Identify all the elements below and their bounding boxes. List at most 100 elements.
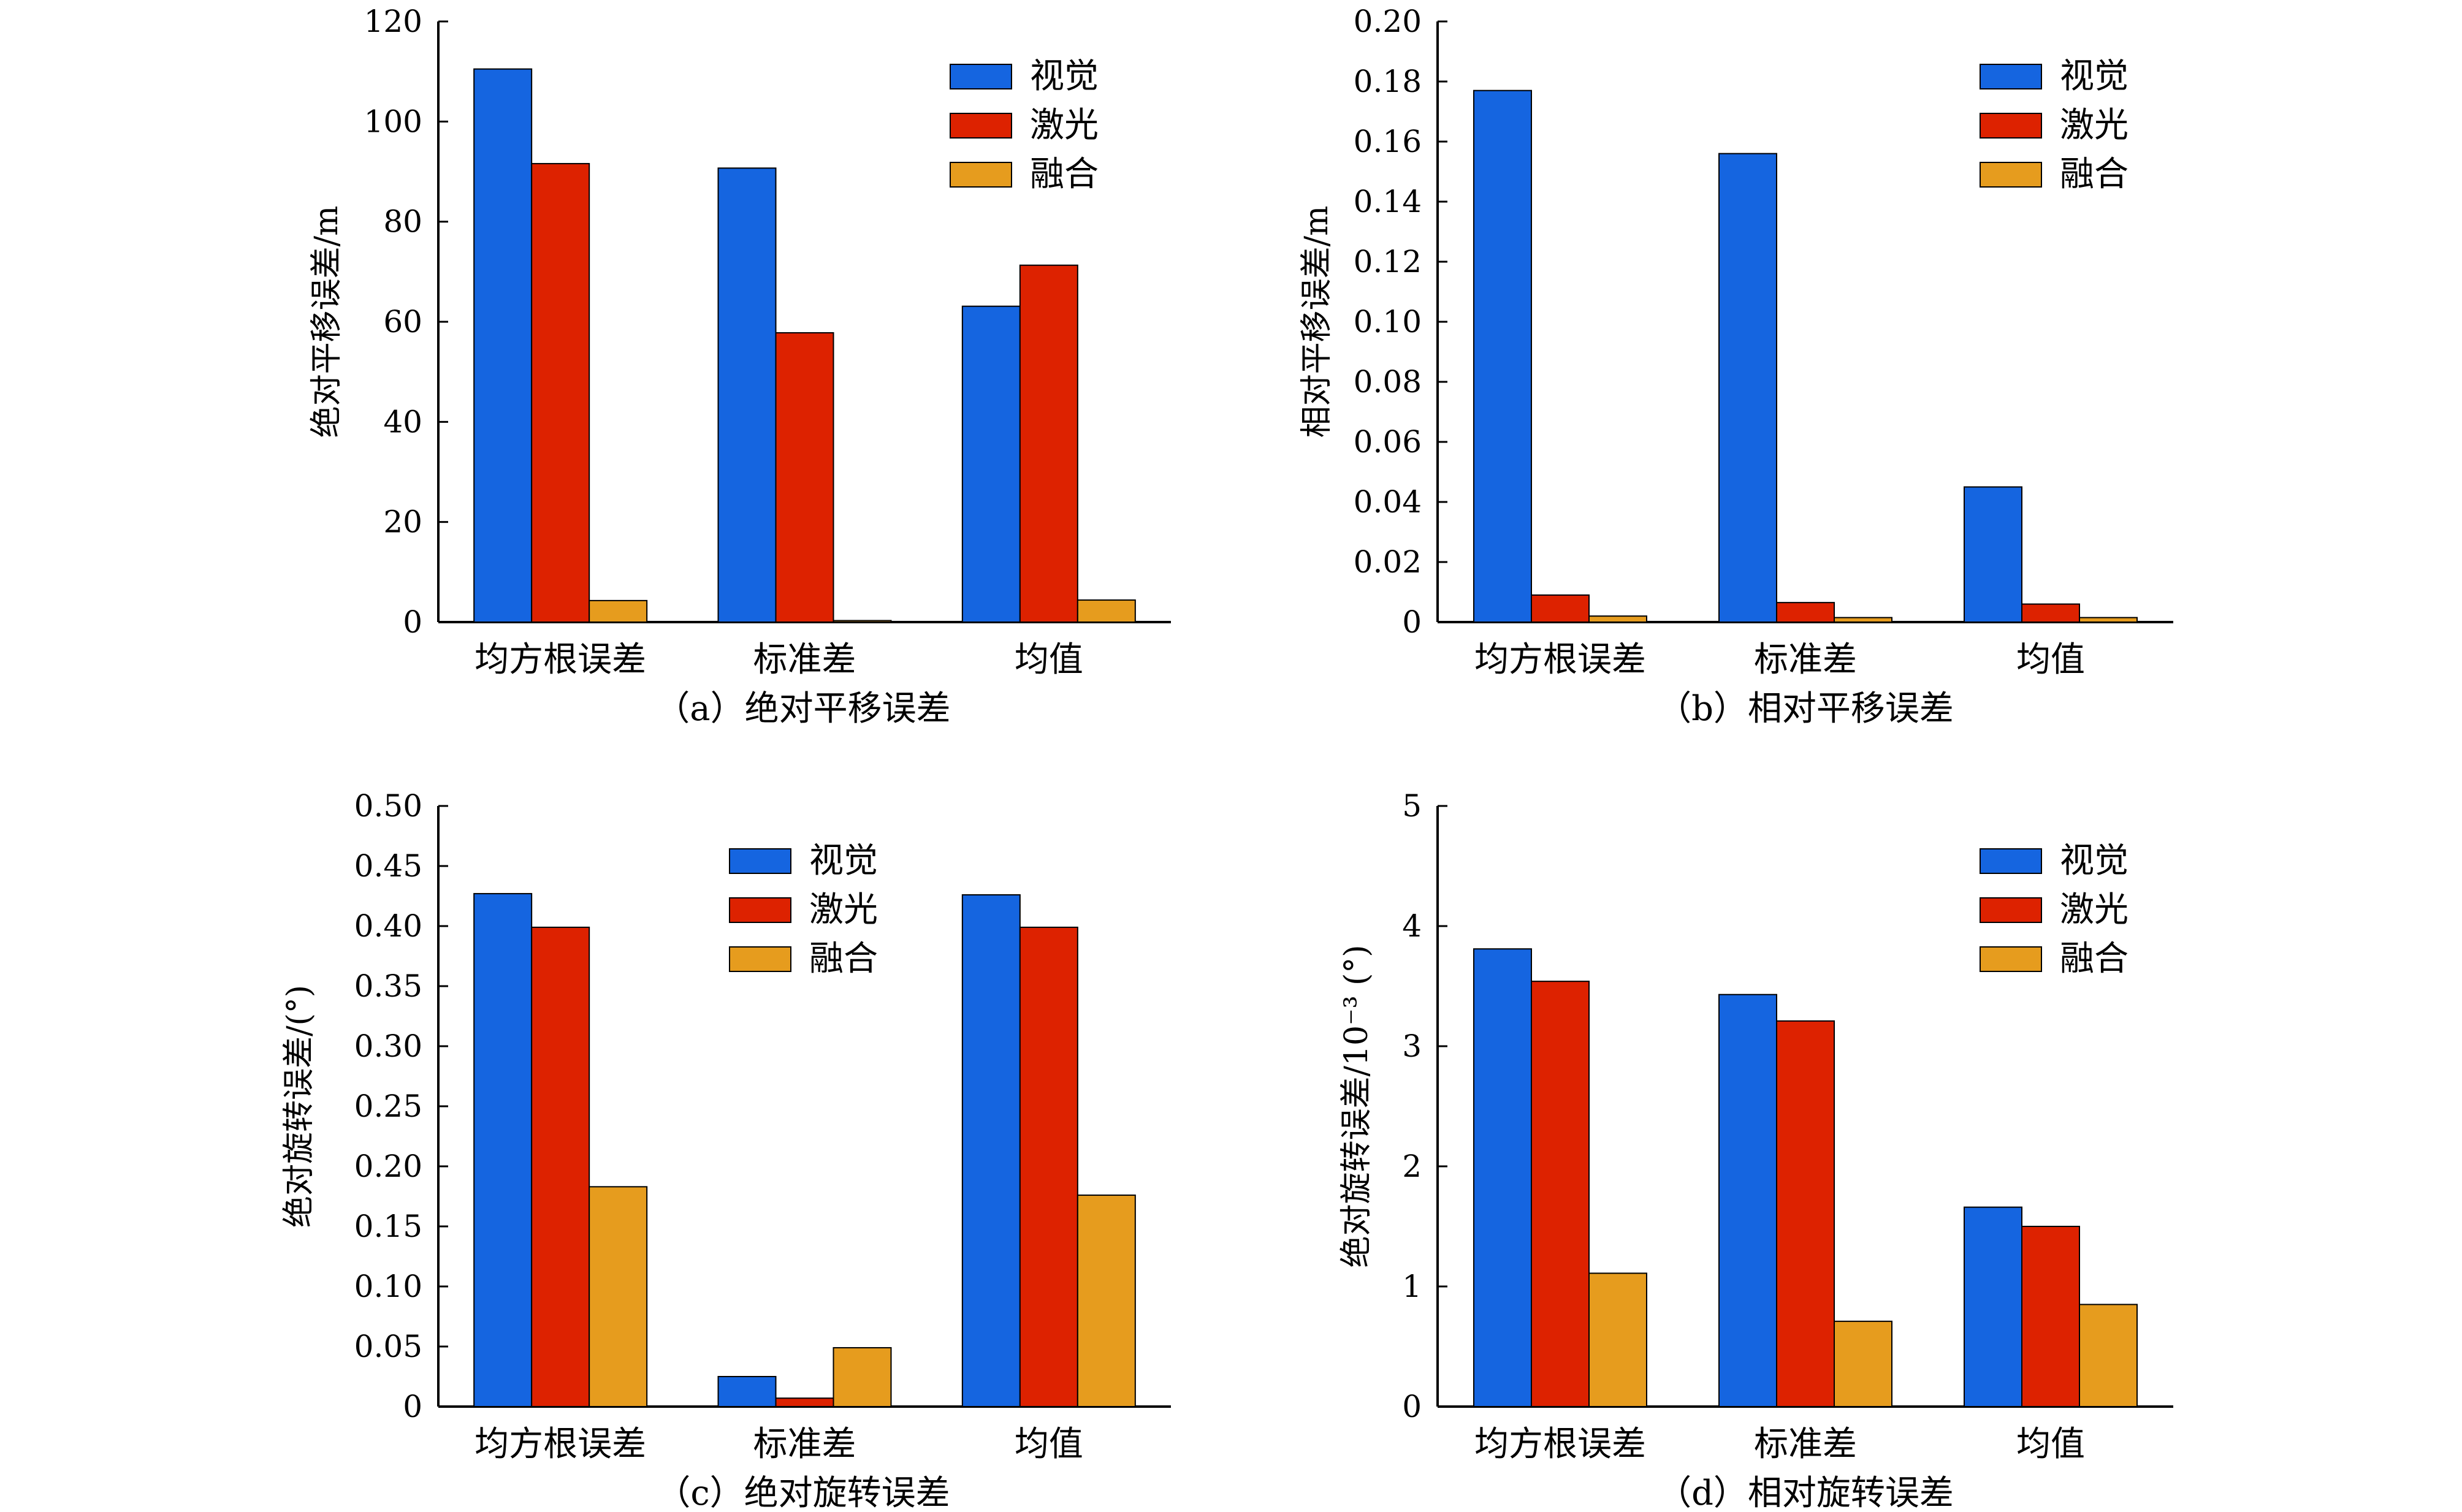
legend-label: 激光: [809, 890, 878, 930]
y-tick-label: 0.10: [354, 1269, 422, 1304]
y-tick-label: 0.18: [1354, 64, 1422, 99]
y-tick-label: 0.15: [354, 1209, 422, 1244]
y-tick-label: 1: [1402, 1269, 1422, 1304]
x-category-label: 标准差: [1754, 1424, 1857, 1464]
bar-视觉-均方根误差: [473, 68, 533, 623]
bar-激光-均方根误差: [1531, 981, 1590, 1408]
y-tick-label: 0.14: [1354, 184, 1422, 219]
x-category-label: 均方根误差: [1474, 1424, 1646, 1464]
legend-label: 激光: [1030, 105, 1099, 145]
bar-视觉-均方根误差: [1473, 89, 1532, 623]
legend-label: 融合: [2060, 154, 2129, 194]
legend-label: 融合: [2060, 939, 2129, 979]
y-tick-label: 0.12: [1354, 244, 1422, 279]
bar-视觉-均值: [961, 894, 1021, 1408]
y-axis-title: 绝对旋转误差/(°): [281, 985, 318, 1228]
bar-融合-均值: [1077, 599, 1136, 623]
y-tick-label: 0.20: [1354, 4, 1422, 39]
y-tick-label: 0.08: [1354, 364, 1422, 400]
bar-激光-标准差: [1776, 1020, 1835, 1407]
bar-融合-标准差: [1834, 1320, 1892, 1408]
legend-swatch: [1980, 162, 2042, 188]
y-tick-label: 2: [1402, 1149, 1422, 1184]
y-tick-label: 60: [383, 304, 422, 340]
bar-融合-标准差: [833, 620, 892, 623]
bar-视觉-均方根误差: [1473, 948, 1532, 1407]
y-tick-label: 0.05: [354, 1329, 422, 1364]
legend-label: 视觉: [2060, 56, 2129, 96]
chart-panel-2: 0 0.02 0.04 0.06 0.08 0.10 0.12 0.14 0.16 0.18 0.2…: [1298, 4, 2173, 729]
y-tick-label: 0.02: [1354, 544, 1422, 580]
y-tick-label: 4: [1402, 908, 1422, 944]
legend-swatch: [1980, 848, 2042, 874]
chart-panel-1: 0 20 40 60 80 100 120 均方根误差 标准差 均值 绝对平移误差/m （a）绝对平移…: [308, 4, 1171, 729]
legend-swatch: [1980, 897, 2042, 923]
bar-融合-标准差: [833, 1347, 892, 1407]
panel-caption: （d）相对旋转误差: [1657, 1473, 1954, 1512]
panel-caption: （a）绝对平移误差: [655, 689, 950, 729]
bar-融合-均方根误差: [589, 1186, 648, 1407]
bar-激光-均值: [1019, 264, 1078, 623]
bar-视觉-均值: [961, 305, 1021, 623]
y-tick-label: 0: [403, 604, 422, 640]
x-category-label: 均方根误差: [474, 640, 646, 680]
legend-label: 视觉: [809, 841, 878, 881]
y-tick-label: 80: [383, 204, 422, 240]
legend-label: 视觉: [2060, 841, 2129, 881]
x-category-label: 均值: [2016, 1424, 2085, 1464]
bar-视觉-标准差: [1718, 993, 1777, 1407]
bar-融合-均方根误差: [1588, 1272, 1647, 1407]
y-tick-label: 0: [403, 1389, 422, 1424]
bar-视觉-标准差: [717, 1376, 777, 1407]
y-tick-label: 0.50: [354, 788, 422, 824]
legend-swatch: [950, 64, 1012, 89]
y-tick-label: 0.35: [354, 968, 422, 1004]
y-tick-label: 0.04: [1354, 484, 1422, 520]
bar-融合-均方根误差: [1588, 615, 1647, 623]
y-tick-label: 0.45: [354, 848, 422, 884]
bar-融合-标准差: [1834, 617, 1892, 623]
x-category-label: 均方根误差: [474, 1424, 646, 1464]
legend-swatch: [729, 848, 791, 874]
legend-label: 融合: [809, 939, 878, 979]
y-tick-label: 5: [1402, 788, 1422, 824]
x-category-label: 均值: [1015, 640, 1083, 680]
x-category-label: 均值: [2016, 640, 2085, 680]
bar-视觉-标准差: [717, 167, 777, 623]
bar-激光-标准差: [1776, 602, 1835, 623]
legend-label: 激光: [2060, 105, 2129, 145]
y-tick-label: 0.40: [354, 908, 422, 944]
legend-label: 激光: [2060, 890, 2129, 930]
legend-label: 融合: [1030, 154, 1099, 194]
bar-视觉-标准差: [1718, 153, 1777, 623]
bar-激光-均方根误差: [1531, 594, 1590, 623]
bar-激光-均方根误差: [531, 926, 590, 1407]
bar-激光-标准差: [775, 1397, 834, 1408]
bar-激光-均值: [1019, 926, 1078, 1407]
legend-label: 视觉: [1030, 56, 1099, 96]
bar-激光-标准差: [775, 332, 834, 623]
y-tick-label: 0.16: [1354, 124, 1422, 159]
bar-融合-均值: [2079, 1304, 2138, 1407]
y-axis-title: 绝对平移误差/m: [308, 206, 345, 438]
y-tick-label: 0: [1402, 604, 1422, 640]
y-tick-label: 40: [383, 404, 422, 439]
bar-视觉-均值: [1964, 486, 2022, 623]
y-tick-label: 100: [364, 104, 422, 139]
bar-激光-均值: [2021, 1226, 2080, 1407]
legend-swatch: [1980, 64, 2042, 89]
y-tick-label: 120: [364, 4, 422, 39]
chart-panel-4: 0 1 2 3 4 5 均方根误差 标准差 均值 绝对旋转误差/10⁻³ (°) （d）相对旋转误差…: [1338, 788, 2173, 1512]
bar-融合-均方根误差: [589, 599, 648, 623]
legend-swatch: [950, 162, 1012, 188]
x-category-label: 均方根误差: [1474, 640, 1646, 680]
y-axis-title: 相对平移误差/m: [1298, 206, 1335, 438]
x-category-label: 标准差: [1754, 640, 1857, 680]
legend-swatch: [729, 897, 791, 923]
y-tick-label: 20: [383, 504, 422, 540]
y-tick-label: 0.06: [1354, 424, 1422, 460]
y-tick-label: 0.20: [354, 1149, 422, 1184]
